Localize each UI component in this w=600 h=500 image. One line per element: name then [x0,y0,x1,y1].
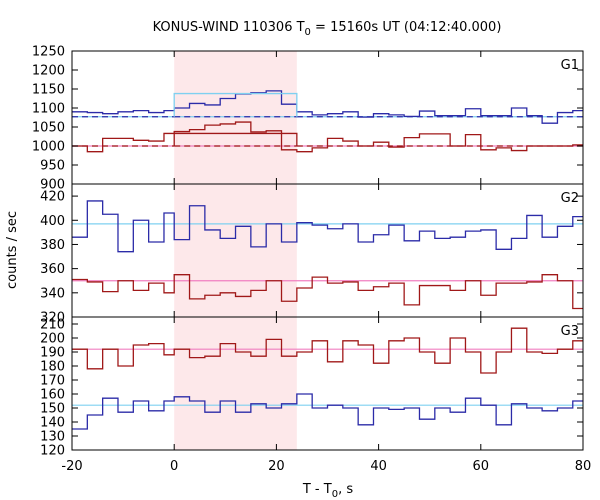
x-axis-title: T - T0, s [302,482,353,500]
panel-g3-blue-light-curve [72,393,583,430]
x-tick-label: -20 [61,459,82,474]
x-tick-label: 20 [268,459,285,474]
panel-g3-y-tick-label: 170 [40,374,65,389]
panel-g3-y-tick-label: 160 [40,388,65,403]
panel-g1-red-light-curve [72,121,583,153]
x-tick-label: 0 [170,459,178,474]
panel-g2-y-tick-label: 420 [40,190,65,205]
chart-title-suffix: = 15160s UT (04:12:40.000) [311,20,501,35]
panel-g2-y-tick-label: 360 [40,262,65,277]
panel-g2-blue-light-curve [72,200,583,253]
panel-g1-y-tick-label: 1050 [32,121,65,136]
x-tick-label: 80 [575,459,592,474]
panel-g3-y-tick-label: 210 [40,318,65,333]
highlighted-interval [174,51,297,450]
panel-g1-y-tick-label: 1150 [32,83,65,98]
panel-g2-y-tick-label: 340 [40,286,65,301]
panel-g3-y-tick-label: 150 [40,402,65,417]
panel-g1-y-tick-label: 950 [40,159,65,174]
panel-g3-y-tick-label: 190 [40,346,65,361]
panel-g1-label: G1 [561,58,579,73]
panel-g1-y-tick-label: 1250 [32,45,65,60]
panel-g3-y-tick-label: 180 [40,360,65,375]
panel-g3-y-tick-label: 140 [40,416,65,431]
panel-g1-y-tick-label: 1200 [32,64,65,79]
y-axis-title: counts / sec [5,211,20,289]
panel-g1-blue-interval-level [173,92,298,117]
x-tick-label: 60 [473,459,490,474]
panel-g1-y-tick-label: 1000 [32,140,65,155]
panel-g1-red-interval-level [173,132,298,146]
panel-g3-y-tick-label: 120 [40,444,65,459]
panel-g2-red-light-curve [72,274,583,310]
panel-g1-blue-light-curve [72,90,583,124]
panel-g2-label: G2 [561,191,579,206]
panel-g3-y-tick-label: 130 [40,430,65,445]
panel-g3-label: G3 [561,324,579,339]
panel-g1-frame [71,50,584,185]
panel-g3-frame [71,316,584,451]
panel-g1-y-tick-label: 1100 [32,102,65,117]
chart-title: KONUS-WIND 110306 T0 = 15160s UT (04:12:… [153,20,502,38]
x-axis-title-suffix: , s [338,482,353,497]
panel-g2-y-tick-label: 380 [40,238,65,253]
panel-g1-y-tick-label: 900 [40,178,65,193]
x-axis-title-subscript: 0 [332,489,338,500]
panel-g2-frame [71,183,584,318]
x-tick-label: 40 [370,459,387,474]
plot-layer: 900950100010501100115012001250G132034036… [32,45,591,475]
panel-g2-y-tick-label: 400 [40,214,65,229]
chart-title-prefix: KONUS-WIND 110306 T [153,20,305,35]
panel-g3-red-light-curve [72,327,583,374]
x-axis-title-prefix: T - T [302,482,332,497]
chart-title-subscript: 0 [305,27,311,38]
panel-g3-y-tick-label: 200 [40,332,65,347]
panel-g2-y-tick-label: 320 [40,311,65,326]
